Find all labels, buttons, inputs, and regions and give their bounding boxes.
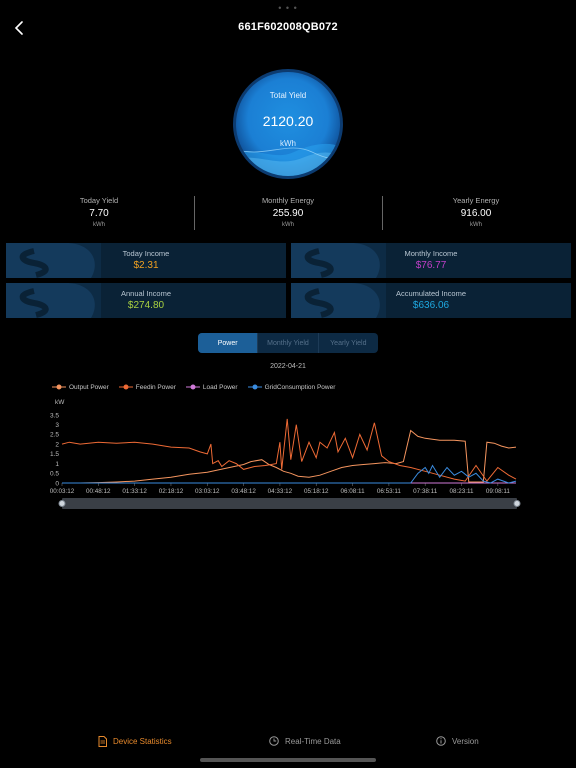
back-button[interactable] xyxy=(8,16,30,40)
y-tick-label: 3 xyxy=(55,422,59,429)
legend-label: Output Power xyxy=(69,383,109,391)
y-tick-label: 2 xyxy=(55,441,59,448)
stat-monthly-energy: Monthly Energy 255.90 kWh xyxy=(193,196,383,228)
legend-label: Feedin Power xyxy=(135,383,176,391)
tab-version[interactable]: Version xyxy=(436,736,479,746)
tab-real-time-data[interactable]: Real-Time Data xyxy=(269,736,341,746)
legend-swatch-icon xyxy=(52,384,66,390)
income-card-today: Today Income $2.31 xyxy=(6,243,286,278)
tab-label: Version xyxy=(452,736,479,746)
stat-unit: kWh xyxy=(93,222,105,228)
x-tick-label: 00:03:12 xyxy=(50,488,75,495)
total-yield-value: 2120.20 xyxy=(262,113,314,129)
home-indicator xyxy=(200,758,376,762)
chevron-left-icon xyxy=(14,21,23,35)
page-title: 661F602008QB072 xyxy=(238,21,338,33)
zoom-handle-left[interactable] xyxy=(58,500,66,507)
series-line xyxy=(62,429,517,484)
y-axis-unit-label: kW xyxy=(55,399,65,406)
legend-swatch-icon xyxy=(185,384,200,390)
income-card-monthly: Monthly Income $76.77 xyxy=(291,243,571,278)
y-tick-label: 3.5 xyxy=(50,412,59,419)
document-icon xyxy=(98,736,107,747)
total-yield-label: Total Yield xyxy=(269,91,307,100)
stat-yearly-energy: Yearly Energy 916.00 kWh xyxy=(381,196,571,228)
stat-divider xyxy=(194,196,195,230)
income-label: Monthly Income xyxy=(404,249,458,258)
stat-today-yield: Today Yield 7.70 kWh xyxy=(4,196,194,228)
tab-yearly-yield[interactable]: Yearly Yield xyxy=(330,339,367,347)
x-tick-label: 07:38:11 xyxy=(413,488,438,495)
card-wave-decoration xyxy=(291,283,386,318)
stat-label: Monthly Energy xyxy=(261,196,315,205)
chart-date: 2022-04-21 xyxy=(270,363,306,370)
tab-label: Real-Time Data xyxy=(285,736,341,746)
stat-label: Today Yield xyxy=(79,196,119,205)
legend-swatch-icon xyxy=(118,384,133,390)
card-wave-decoration xyxy=(291,243,386,278)
y-tick-label: 0 xyxy=(55,480,59,487)
stat-unit: kWh xyxy=(470,222,482,228)
card-wave-decoration xyxy=(6,243,101,278)
y-tick-label: 0.5 xyxy=(50,471,59,478)
x-tick-label: 06:53:11 xyxy=(377,488,402,495)
income-label: Accumulated Income xyxy=(395,289,467,298)
series-line xyxy=(62,464,517,484)
x-tick-label: 06:08:11 xyxy=(341,488,366,495)
income-card-accumulated: Accumulated Income $636.06 xyxy=(291,283,571,318)
card-wave-decoration xyxy=(6,283,101,318)
stat-value: 255.90 xyxy=(272,208,304,219)
legend-item[interactable]: GridConsumption Power xyxy=(247,382,336,392)
total-yield-unit: kWh xyxy=(280,139,296,148)
series-line xyxy=(61,418,517,482)
stat-value: 916.00 xyxy=(460,208,492,219)
energy-stats-row: Today Yield 7.70 kWh Monthly Energy 255.… xyxy=(0,196,576,232)
legend-label: Load Power xyxy=(202,383,238,391)
x-tick-label: 09:08:11 xyxy=(486,488,511,495)
header: 661F602008QB072 xyxy=(0,14,576,42)
y-tick-label: 1 xyxy=(55,461,59,468)
bottom-tab-bar: Device Statistics Real-Time Data Version xyxy=(0,728,576,768)
x-tick-label: 04:33:12 xyxy=(268,488,293,495)
total-yield-gauge: Total Yield 2120.20 kWh xyxy=(232,68,344,180)
y-tick-label: 1.5 xyxy=(50,451,59,458)
x-tick-label: 08:23:11 xyxy=(449,488,474,495)
tab-monthly-yield[interactable]: Monthly Yield xyxy=(258,333,319,353)
chart-legend: Output Power Feedin Power Load Power GridCo… xyxy=(52,382,335,392)
stat-unit: kWh xyxy=(282,222,294,228)
stat-label: Yearly Energy xyxy=(452,196,500,205)
income-label: Annual Income xyxy=(120,289,172,298)
stat-divider xyxy=(382,196,383,230)
tab-power[interactable]: Power xyxy=(198,333,259,353)
legend-item[interactable]: Feedin Power xyxy=(118,382,176,392)
zoom-slider-track[interactable] xyxy=(62,498,517,509)
income-value: $274.80 xyxy=(127,300,165,311)
x-tick-label: 00:48:12 xyxy=(86,488,111,495)
y-tick-label: 2.5 xyxy=(50,432,59,439)
income-card-annual: Annual Income $274.80 xyxy=(6,283,286,318)
x-tick-label: 02:18:12 xyxy=(159,488,184,495)
x-tick-label: 03:03:12 xyxy=(195,488,220,495)
income-value: $2.31 xyxy=(133,260,159,271)
income-value: $76.77 xyxy=(415,260,447,271)
multitask-indicator[interactable]: • • • xyxy=(278,3,298,13)
legend-label: GridConsumption Power xyxy=(264,383,336,391)
clock-icon xyxy=(269,736,279,746)
tab-device-statistics[interactable]: Device Statistics xyxy=(98,736,172,747)
zoom-handle-right[interactable] xyxy=(513,500,521,507)
info-icon xyxy=(436,736,446,746)
income-value: $636.06 xyxy=(412,300,450,311)
legend-item[interactable]: Load Power xyxy=(185,382,238,392)
chart-range-segmented-control: Power Monthly Yield Yearly Yield xyxy=(198,333,378,353)
x-tick-label: 03:48:12 xyxy=(231,488,256,495)
legend-item[interactable]: Output Power xyxy=(52,382,109,392)
tab-label: Device Statistics xyxy=(113,737,172,746)
x-tick-label: 05:18:12 xyxy=(304,488,329,495)
income-label: Today Income xyxy=(122,249,170,258)
power-line-chart: kW 0 0.5 1 1.5 2 2.5 3 3.5 00:03:12 00:48:12 01:33:… xyxy=(50,399,521,509)
legend-swatch-icon xyxy=(247,384,262,390)
stat-value: 7.70 xyxy=(89,208,109,219)
x-tick-label: 01:33:12 xyxy=(122,488,147,495)
